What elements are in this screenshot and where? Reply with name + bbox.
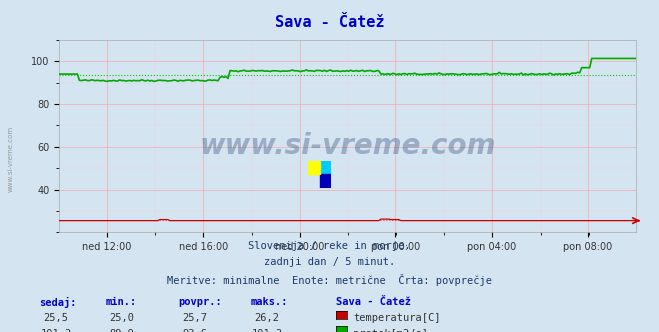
Text: 89,9: 89,9	[109, 329, 134, 332]
Text: temperatura[C]: temperatura[C]	[353, 313, 441, 323]
Polygon shape	[320, 161, 331, 174]
Text: 101,3: 101,3	[251, 329, 283, 332]
Text: 93,6: 93,6	[182, 329, 207, 332]
Text: 25,0: 25,0	[109, 313, 134, 323]
Polygon shape	[308, 161, 320, 174]
Text: sedaj:: sedaj:	[40, 297, 77, 308]
Text: Slovenija / reke in morje.: Slovenija / reke in morje.	[248, 241, 411, 251]
Text: 26,2: 26,2	[254, 313, 279, 323]
Text: Meritve: minimalne  Enote: metrične  Črta: povprečje: Meritve: minimalne Enote: metrične Črta:…	[167, 274, 492, 286]
Polygon shape	[320, 174, 331, 188]
Text: povpr.:: povpr.:	[178, 297, 221, 307]
Text: min.:: min.:	[105, 297, 136, 307]
Text: 25,7: 25,7	[182, 313, 207, 323]
Text: maks.:: maks.:	[250, 297, 288, 307]
Text: zadnji dan / 5 minut.: zadnji dan / 5 minut.	[264, 257, 395, 267]
Text: Sava - Čatež: Sava - Čatež	[275, 15, 384, 30]
Text: 25,5: 25,5	[43, 313, 69, 323]
Text: Sava - Čatež: Sava - Čatež	[336, 297, 411, 307]
Text: pretok[m3/s]: pretok[m3/s]	[353, 329, 428, 332]
Text: www.si-vreme.com: www.si-vreme.com	[8, 126, 14, 193]
Text: www.si-vreme.com: www.si-vreme.com	[200, 132, 496, 160]
Text: 101,3: 101,3	[40, 329, 72, 332]
Polygon shape	[308, 161, 320, 174]
